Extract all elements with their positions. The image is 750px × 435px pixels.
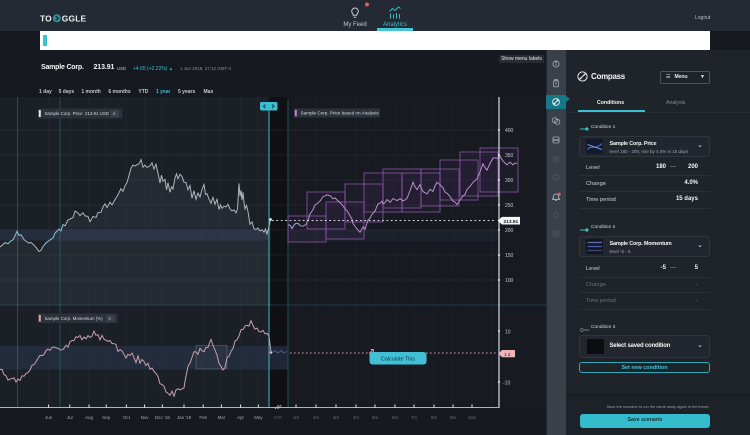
svg-text:Calculate This: Calculate This <box>381 357 415 363</box>
svg-text:Jun: Jun <box>45 415 53 420</box>
svg-text:9m: 9m <box>450 415 456 420</box>
svg-text:×: × <box>113 112 116 118</box>
svg-text:May: May <box>254 415 263 420</box>
svg-text:4m: 4m <box>353 415 359 420</box>
svg-text:-10: -10 <box>503 381 510 387</box>
svg-text:8m: 8m <box>431 415 437 420</box>
svg-text:Sample Corp. Price based on An: Sample Corp. Price based on Analysis <box>301 111 380 116</box>
svg-text:Nov: Nov <box>141 415 150 420</box>
svg-text:Jan '19: Jan '19 <box>177 415 192 420</box>
svg-text:GGLE: GGLE <box>62 13 87 23</box>
svg-text:Feb: Feb <box>199 415 207 420</box>
svg-text:400: 400 <box>505 128 514 134</box>
svg-text:3m: 3m <box>333 415 339 420</box>
svg-text:Apr: Apr <box>237 415 244 420</box>
svg-text:5m: 5m <box>372 415 378 420</box>
svg-text:200: 200 <box>505 228 514 234</box>
svg-text:6m: 6m <box>392 415 398 420</box>
svg-text:1.2: 1.2 <box>504 352 511 357</box>
svg-text:Dec '18: Dec '18 <box>155 415 170 420</box>
svg-text:300: 300 <box>505 178 514 184</box>
svg-text:1m: 1m <box>293 415 299 420</box>
svg-text:2m: 2m <box>313 415 319 420</box>
svg-text:Sep: Sep <box>102 415 110 420</box>
svg-text:×: × <box>108 317 111 323</box>
svg-text:Mar: Mar <box>218 415 226 420</box>
svg-text:150: 150 <box>505 253 514 259</box>
svg-text:250: 250 <box>505 203 514 209</box>
svg-text:STA: STA <box>274 415 282 420</box>
svg-text:350: 350 <box>505 153 514 159</box>
svg-text:213.91: 213.91 <box>504 219 519 225</box>
svg-text:Sample Corp. Momentum (%): Sample Corp. Momentum (%) <box>45 316 104 321</box>
svg-text:100: 100 <box>505 278 514 284</box>
svg-text:Oct: Oct <box>123 415 131 420</box>
svg-text:Analytics: Analytics <box>383 22 407 28</box>
svg-text:7m: 7m <box>411 415 417 420</box>
svg-text:10: 10 <box>505 330 511 336</box>
svg-text:Jul: Jul <box>67 415 73 420</box>
svg-text:My Feed: My Feed <box>343 22 366 28</box>
svg-text:TO: TO <box>40 13 52 23</box>
svg-text:Sample Corp. Price 213.91 USD: Sample Corp. Price 213.91 USD <box>45 111 109 116</box>
svg-text:Aug: Aug <box>85 415 93 420</box>
svg-text:10m: 10m <box>468 415 477 420</box>
